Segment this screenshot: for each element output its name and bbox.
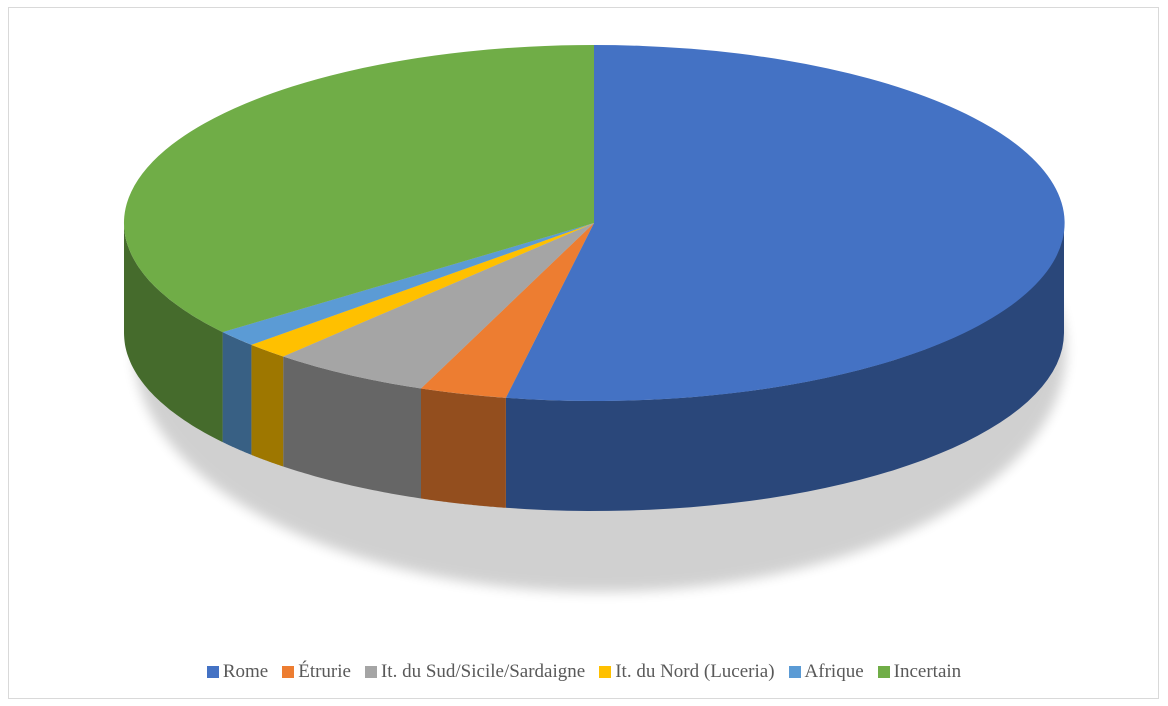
pie-side-it-du-sud-sicile-sardaigne bbox=[283, 356, 421, 499]
legend-item-incertain: Incertain bbox=[877, 661, 962, 683]
pie-slice-incertain bbox=[123, 45, 595, 333]
legend-label-etrurie: Étrurie bbox=[298, 661, 351, 682]
legend-label-rome: Rome bbox=[222, 661, 269, 682]
legend-label-incertain: Incertain bbox=[893, 661, 962, 682]
legend-item-rome: Rome bbox=[206, 661, 269, 683]
pie-side-incertain bbox=[124, 223, 223, 443]
pie-side-etrurie bbox=[421, 388, 506, 508]
legend-swatch-incertain bbox=[877, 666, 890, 678]
legend-label-sud: It. du Sud/Sicile/Sardaigne bbox=[380, 661, 586, 682]
legend-swatch-etrurie bbox=[282, 666, 295, 678]
legend: Rome Étrurie It. du Sud/Sicile/Sardaigne… bbox=[0, 661, 1168, 683]
legend-item-afrique: Afrique bbox=[788, 661, 864, 683]
pie-side-it-du-nord-luceria bbox=[251, 344, 284, 467]
pie-slice-it-du-nord-luceria bbox=[251, 223, 594, 357]
legend-swatch-rome bbox=[206, 666, 219, 678]
pie-tops bbox=[123, 44, 1065, 401]
legend-swatch-afrique bbox=[788, 666, 801, 678]
legend-item-sud: It. du Sud/Sicile/Sardaigne bbox=[364, 661, 586, 683]
legend-swatch-sud bbox=[364, 666, 377, 678]
legend-item-etrurie: Étrurie bbox=[282, 661, 351, 683]
pie-slice-afrique bbox=[222, 223, 594, 345]
pie-slice-rome bbox=[505, 44, 1065, 401]
pie-slice-etrurie bbox=[421, 223, 594, 398]
pie-slice-it-du-sud-sicile-sardaigne bbox=[283, 223, 594, 389]
legend-item-nord: It. du Nord (Luceria) bbox=[599, 661, 775, 683]
legend-label-nord: It. du Nord (Luceria) bbox=[615, 661, 775, 682]
legend-swatch-nord bbox=[599, 666, 612, 678]
legend-label-afrique: Afrique bbox=[804, 661, 864, 682]
pie-sides bbox=[124, 223, 1064, 511]
pie-side-rome bbox=[505, 223, 1064, 511]
pie-side-afrique bbox=[222, 332, 252, 455]
